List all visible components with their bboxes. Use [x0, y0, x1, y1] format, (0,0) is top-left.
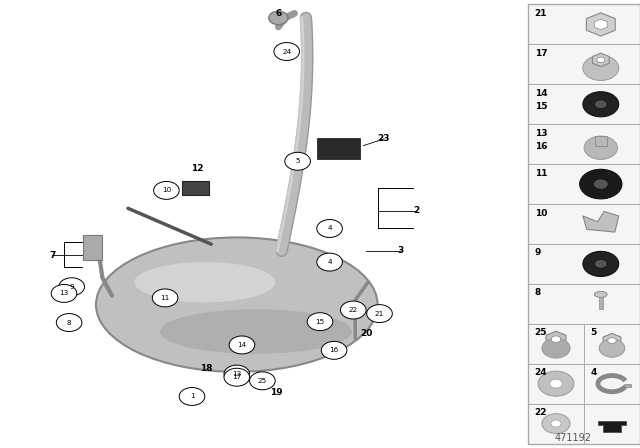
Ellipse shape — [160, 309, 352, 354]
Text: 2: 2 — [413, 206, 419, 215]
Text: 10: 10 — [162, 187, 171, 194]
Ellipse shape — [134, 262, 275, 302]
Polygon shape — [593, 53, 609, 67]
Circle shape — [367, 305, 392, 323]
Circle shape — [538, 371, 574, 396]
Circle shape — [317, 253, 342, 271]
Circle shape — [317, 220, 342, 237]
Text: 8: 8 — [534, 289, 541, 297]
Circle shape — [580, 169, 622, 199]
Circle shape — [274, 43, 300, 60]
Text: 18: 18 — [200, 364, 212, 373]
Circle shape — [56, 314, 82, 332]
Bar — [623, 383, 631, 387]
Circle shape — [550, 379, 563, 388]
Text: 24: 24 — [534, 368, 547, 377]
Circle shape — [599, 339, 625, 357]
Text: 15: 15 — [534, 103, 547, 112]
Text: 19: 19 — [270, 388, 283, 396]
Text: 24: 24 — [282, 48, 291, 55]
Text: 6: 6 — [275, 9, 282, 18]
Polygon shape — [546, 331, 566, 347]
Text: 11: 11 — [161, 295, 170, 301]
Polygon shape — [603, 333, 621, 348]
Text: 5: 5 — [591, 328, 597, 337]
Circle shape — [269, 11, 288, 25]
Polygon shape — [586, 13, 615, 36]
Text: 21: 21 — [375, 310, 384, 317]
Circle shape — [321, 341, 347, 359]
Bar — [83, 235, 102, 260]
Circle shape — [51, 284, 77, 302]
Circle shape — [551, 420, 561, 427]
Text: 20: 20 — [360, 329, 372, 338]
Text: 23: 23 — [378, 134, 390, 143]
Circle shape — [179, 388, 205, 405]
Circle shape — [595, 259, 607, 268]
Text: 4: 4 — [327, 259, 332, 265]
Polygon shape — [608, 337, 616, 344]
Ellipse shape — [96, 237, 378, 372]
Circle shape — [340, 301, 366, 319]
Text: 13: 13 — [534, 129, 547, 138]
Text: 4: 4 — [591, 368, 597, 377]
Text: 11: 11 — [534, 168, 547, 177]
Text: 21: 21 — [534, 9, 547, 18]
Text: 22: 22 — [534, 408, 547, 417]
Circle shape — [154, 181, 179, 199]
Circle shape — [285, 152, 310, 170]
Text: 471192: 471192 — [554, 433, 591, 443]
Ellipse shape — [595, 292, 607, 297]
Text: 22: 22 — [349, 307, 358, 313]
Circle shape — [542, 414, 570, 433]
Circle shape — [583, 251, 619, 276]
Text: 16: 16 — [534, 142, 547, 151]
FancyBboxPatch shape — [528, 4, 640, 444]
Text: 8: 8 — [67, 319, 72, 326]
Bar — [182, 181, 209, 195]
Polygon shape — [598, 421, 626, 431]
Text: 7: 7 — [49, 251, 56, 260]
Polygon shape — [552, 336, 561, 343]
Text: 3: 3 — [397, 246, 403, 255]
Text: 14: 14 — [237, 342, 246, 348]
Circle shape — [307, 313, 333, 331]
Circle shape — [229, 336, 255, 354]
Polygon shape — [583, 211, 619, 232]
Text: 12: 12 — [191, 164, 204, 172]
Circle shape — [583, 56, 619, 81]
Text: 25: 25 — [534, 328, 547, 337]
Bar — [595, 136, 607, 146]
Text: 10: 10 — [534, 208, 547, 218]
Text: 17: 17 — [534, 49, 547, 58]
Text: 17: 17 — [232, 374, 241, 380]
Text: 15: 15 — [316, 319, 324, 325]
Circle shape — [224, 368, 250, 386]
Circle shape — [583, 92, 619, 117]
Text: 9: 9 — [534, 249, 541, 258]
Text: 4: 4 — [327, 225, 332, 232]
Text: 16: 16 — [330, 347, 339, 353]
Bar — [317, 138, 360, 159]
Text: 13: 13 — [232, 371, 241, 377]
Circle shape — [593, 179, 608, 189]
Text: 14: 14 — [534, 89, 547, 98]
Text: 13: 13 — [60, 290, 68, 297]
Circle shape — [152, 289, 178, 307]
Circle shape — [542, 338, 570, 358]
Text: 25: 25 — [258, 378, 267, 384]
Text: 1: 1 — [189, 393, 195, 400]
Circle shape — [224, 365, 250, 383]
Circle shape — [59, 278, 84, 296]
Circle shape — [250, 372, 275, 390]
Polygon shape — [597, 57, 605, 63]
Bar — [598, 297, 603, 309]
Polygon shape — [595, 19, 607, 30]
Circle shape — [584, 136, 618, 159]
Text: 5: 5 — [295, 158, 300, 164]
Text: 9: 9 — [69, 284, 74, 290]
Circle shape — [595, 100, 607, 109]
